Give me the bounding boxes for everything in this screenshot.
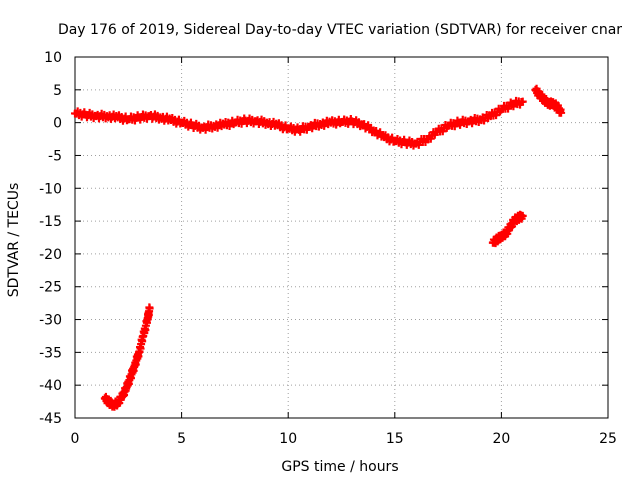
x-tick-label: 25	[599, 431, 617, 447]
data-point	[518, 211, 527, 220]
data-point	[145, 304, 154, 313]
data-point	[518, 97, 527, 106]
y-tick-label: -25	[39, 280, 62, 296]
y-tick-label: -30	[39, 313, 62, 329]
series-late-arc	[531, 84, 566, 117]
data-point	[557, 108, 566, 117]
x-tick-label: 15	[386, 431, 404, 447]
y-tick-label: -35	[39, 345, 62, 361]
series-evening-arc	[488, 210, 527, 248]
y-tick-label: -20	[39, 247, 62, 263]
y-tick-label: -10	[39, 181, 62, 197]
series-layer	[71, 84, 566, 411]
chart-title: Day 176 of 2019, Sidereal Day-to-day VTE…	[58, 22, 622, 38]
plot-frame	[74, 56, 609, 419]
tick-layer: 10 5 0 -5 -10 -15 -20 -25 -30 -35 -40 -45 0 5 10 15 20 25	[39, 50, 617, 447]
y-tick-label: -5	[48, 148, 62, 164]
y-tick-label: 5	[53, 83, 62, 99]
y-tick-label: -45	[39, 411, 62, 427]
y-axis-label: SDTVAR / TECUs	[6, 183, 22, 298]
x-tick-label: 0	[71, 431, 80, 447]
y-tick-label: -40	[39, 378, 62, 394]
x-tick-label: 20	[492, 431, 510, 447]
series-early-arc	[100, 303, 154, 411]
x-tick-label: 10	[279, 431, 297, 447]
y-tick-label: -15	[39, 214, 62, 230]
y-tick-label: 10	[44, 50, 62, 66]
x-axis-label: GPS time / hours	[281, 459, 398, 475]
series-main-arc	[71, 96, 527, 150]
x-tick-label: 5	[177, 431, 186, 447]
y-tick-label: 0	[53, 116, 62, 132]
